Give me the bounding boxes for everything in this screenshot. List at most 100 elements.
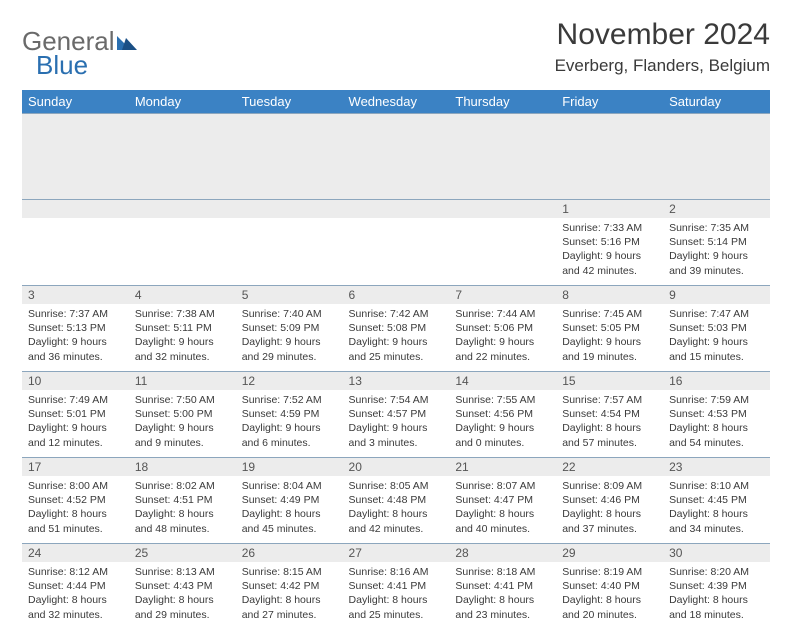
day-number: 19 — [236, 458, 343, 476]
calendar-week-row: 3Sunrise: 7:37 AMSunset: 5:13 PMDaylight… — [22, 286, 770, 372]
day-content: Sunrise: 8:16 AMSunset: 4:41 PMDaylight:… — [343, 562, 450, 628]
day-content: Sunrise: 7:59 AMSunset: 4:53 PMDaylight:… — [663, 390, 770, 456]
calendar-day-cell: 9Sunrise: 7:47 AMSunset: 5:03 PMDaylight… — [663, 286, 770, 372]
calendar-day-cell: 16Sunrise: 7:59 AMSunset: 4:53 PMDayligh… — [663, 372, 770, 458]
day-content: Sunrise: 8:09 AMSunset: 4:46 PMDaylight:… — [556, 476, 663, 542]
calendar-day-cell: 25Sunrise: 8:13 AMSunset: 4:43 PMDayligh… — [129, 544, 236, 630]
day-number: 15 — [556, 372, 663, 390]
calendar-day-cell: 30Sunrise: 8:20 AMSunset: 4:39 PMDayligh… — [663, 544, 770, 630]
day-content: Sunrise: 8:18 AMSunset: 4:41 PMDaylight:… — [449, 562, 556, 628]
calendar-day-cell: 19Sunrise: 8:04 AMSunset: 4:49 PMDayligh… — [236, 458, 343, 544]
calendar-day-cell: 23Sunrise: 8:10 AMSunset: 4:45 PMDayligh… — [663, 458, 770, 544]
day-content: Sunrise: 7:38 AMSunset: 5:11 PMDaylight:… — [129, 304, 236, 370]
calendar-day-cell: 13Sunrise: 7:54 AMSunset: 4:57 PMDayligh… — [343, 372, 450, 458]
day-content-empty — [129, 218, 236, 227]
day-number: 10 — [22, 372, 129, 390]
day-content: Sunrise: 8:15 AMSunset: 4:42 PMDaylight:… — [236, 562, 343, 628]
day-number: 12 — [236, 372, 343, 390]
calendar-day-cell — [129, 200, 236, 286]
day-content: Sunrise: 7:35 AMSunset: 5:14 PMDaylight:… — [663, 218, 770, 284]
day-number: 16 — [663, 372, 770, 390]
day-number: 26 — [236, 544, 343, 562]
calendar-day-cell: 7Sunrise: 7:44 AMSunset: 5:06 PMDaylight… — [449, 286, 556, 372]
day-number: 2 — [663, 200, 770, 218]
calendar-day-cell: 2Sunrise: 7:35 AMSunset: 5:14 PMDaylight… — [663, 200, 770, 286]
day-number: 4 — [129, 286, 236, 304]
day-content: Sunrise: 8:05 AMSunset: 4:48 PMDaylight:… — [343, 476, 450, 542]
calendar-day-cell: 8Sunrise: 7:45 AMSunset: 5:05 PMDaylight… — [556, 286, 663, 372]
calendar-day-cell: 18Sunrise: 8:02 AMSunset: 4:51 PMDayligh… — [129, 458, 236, 544]
day-content: Sunrise: 8:19 AMSunset: 4:40 PMDaylight:… — [556, 562, 663, 628]
day-number: 28 — [449, 544, 556, 562]
calendar-day-cell — [449, 200, 556, 286]
calendar-day-cell: 1Sunrise: 7:33 AMSunset: 5:16 PMDaylight… — [556, 200, 663, 286]
day-content: Sunrise: 7:47 AMSunset: 5:03 PMDaylight:… — [663, 304, 770, 370]
day-number: 17 — [22, 458, 129, 476]
day-content-empty — [236, 218, 343, 227]
calendar-day-cell: 22Sunrise: 8:09 AMSunset: 4:46 PMDayligh… — [556, 458, 663, 544]
day-header: Sunday — [22, 90, 129, 114]
calendar-day-cell: 5Sunrise: 7:40 AMSunset: 5:09 PMDaylight… — [236, 286, 343, 372]
calendar-week-row: 17Sunrise: 8:00 AMSunset: 4:52 PMDayligh… — [22, 458, 770, 544]
day-number-empty — [343, 200, 450, 218]
day-content: Sunrise: 8:12 AMSunset: 4:44 PMDaylight:… — [22, 562, 129, 628]
day-content: Sunrise: 8:20 AMSunset: 4:39 PMDaylight:… — [663, 562, 770, 628]
calendar-week-row: 10Sunrise: 7:49 AMSunset: 5:01 PMDayligh… — [22, 372, 770, 458]
calendar-day-cell — [22, 200, 129, 286]
day-content: Sunrise: 7:52 AMSunset: 4:59 PMDaylight:… — [236, 390, 343, 456]
day-number-empty — [449, 200, 556, 218]
day-number: 18 — [129, 458, 236, 476]
day-number: 27 — [343, 544, 450, 562]
day-content: Sunrise: 7:33 AMSunset: 5:16 PMDaylight:… — [556, 218, 663, 284]
day-number: 13 — [343, 372, 450, 390]
calendar-day-cell: 4Sunrise: 7:38 AMSunset: 5:11 PMDaylight… — [129, 286, 236, 372]
day-number: 11 — [129, 372, 236, 390]
calendar-day-cell: 14Sunrise: 7:55 AMSunset: 4:56 PMDayligh… — [449, 372, 556, 458]
day-number: 21 — [449, 458, 556, 476]
calendar-day-cell: 15Sunrise: 7:57 AMSunset: 4:54 PMDayligh… — [556, 372, 663, 458]
calendar-day-cell: 21Sunrise: 8:07 AMSunset: 4:47 PMDayligh… — [449, 458, 556, 544]
day-number: 6 — [343, 286, 450, 304]
calendar-day-cell: 26Sunrise: 8:15 AMSunset: 4:42 PMDayligh… — [236, 544, 343, 630]
day-content: Sunrise: 7:54 AMSunset: 4:57 PMDaylight:… — [343, 390, 450, 456]
day-header: Tuesday — [236, 90, 343, 114]
day-header: Wednesday — [343, 90, 450, 114]
day-number-empty — [22, 200, 129, 218]
day-number: 8 — [556, 286, 663, 304]
day-content: Sunrise: 8:02 AMSunset: 4:51 PMDaylight:… — [129, 476, 236, 542]
calendar-day-cell: 6Sunrise: 7:42 AMSunset: 5:08 PMDaylight… — [343, 286, 450, 372]
day-number-empty — [236, 200, 343, 218]
calendar-day-cell: 29Sunrise: 8:19 AMSunset: 4:40 PMDayligh… — [556, 544, 663, 630]
day-content: Sunrise: 7:55 AMSunset: 4:56 PMDaylight:… — [449, 390, 556, 456]
day-number: 9 — [663, 286, 770, 304]
title-block: November 2024 Everberg, Flanders, Belgiu… — [555, 18, 770, 76]
day-number: 23 — [663, 458, 770, 476]
calendar-day-cell: 24Sunrise: 8:12 AMSunset: 4:44 PMDayligh… — [22, 544, 129, 630]
calendar-day-cell: 28Sunrise: 8:18 AMSunset: 4:41 PMDayligh… — [449, 544, 556, 630]
day-content-empty — [22, 218, 129, 227]
day-content: Sunrise: 7:42 AMSunset: 5:08 PMDaylight:… — [343, 304, 450, 370]
calendar-day-cell: 17Sunrise: 8:00 AMSunset: 4:52 PMDayligh… — [22, 458, 129, 544]
day-content-empty — [343, 218, 450, 227]
day-content: Sunrise: 7:45 AMSunset: 5:05 PMDaylight:… — [556, 304, 663, 370]
day-number: 3 — [22, 286, 129, 304]
day-number: 14 — [449, 372, 556, 390]
calendar-table: Sunday Monday Tuesday Wednesday Thursday… — [22, 90, 770, 630]
day-content: Sunrise: 8:07 AMSunset: 4:47 PMDaylight:… — [449, 476, 556, 542]
header: General November 2024 Everberg, Flanders… — [22, 18, 770, 76]
logo-triangle-icon — [117, 26, 139, 57]
calendar-week-row: 1Sunrise: 7:33 AMSunset: 5:16 PMDaylight… — [22, 200, 770, 286]
calendar-day-cell: 12Sunrise: 7:52 AMSunset: 4:59 PMDayligh… — [236, 372, 343, 458]
day-header: Monday — [129, 90, 236, 114]
day-header: Friday — [556, 90, 663, 114]
day-number: 24 — [22, 544, 129, 562]
day-number: 22 — [556, 458, 663, 476]
title-location: Everberg, Flanders, Belgium — [555, 56, 770, 76]
day-content: Sunrise: 8:04 AMSunset: 4:49 PMDaylight:… — [236, 476, 343, 542]
day-number: 1 — [556, 200, 663, 218]
calendar-day-cell — [343, 200, 450, 286]
day-content: Sunrise: 7:57 AMSunset: 4:54 PMDaylight:… — [556, 390, 663, 456]
day-content: Sunrise: 8:00 AMSunset: 4:52 PMDaylight:… — [22, 476, 129, 542]
calendar-day-cell: 11Sunrise: 7:50 AMSunset: 5:00 PMDayligh… — [129, 372, 236, 458]
title-month: November 2024 — [555, 18, 770, 52]
